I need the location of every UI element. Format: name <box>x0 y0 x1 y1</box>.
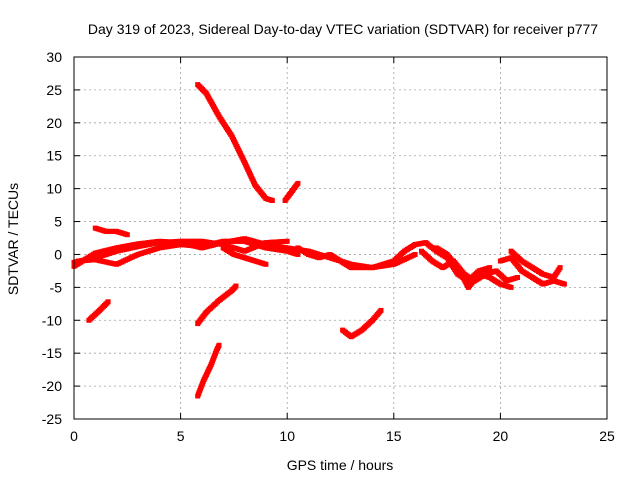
y-tick-label: -10 <box>42 312 62 328</box>
y-tick-label: 20 <box>46 115 62 131</box>
y-tick-label: 10 <box>46 181 62 197</box>
y-tick-label: 30 <box>46 49 62 65</box>
series-arc-9 <box>195 283 239 327</box>
data-point <box>124 232 130 238</box>
data-point <box>487 265 493 271</box>
series-arc-3 <box>75 238 301 267</box>
y-tick-label: 5 <box>54 214 62 230</box>
series-arc-10 <box>195 342 222 399</box>
series-arc-16 <box>497 255 567 287</box>
series-arc-17 <box>508 248 563 280</box>
series-arc-7 <box>282 180 301 203</box>
y-tick-label: -5 <box>50 279 63 295</box>
y-tick-label: -25 <box>42 411 62 427</box>
data-point <box>263 261 269 267</box>
data-point <box>508 284 514 290</box>
x-tick-label: 10 <box>279 428 295 444</box>
series-arc-15 <box>412 240 493 284</box>
chart-title: Day 319 of 2023, Sidereal Day-to-day VTE… <box>88 21 598 37</box>
grid <box>74 57 607 419</box>
y-tick-label: -15 <box>42 345 62 361</box>
series-group <box>71 82 567 399</box>
y-tick-label: 15 <box>46 148 62 164</box>
y-axis-label: SDTVAR / TECUs <box>5 183 21 295</box>
data-point <box>284 238 290 244</box>
y-tick-label: 25 <box>46 82 62 98</box>
x-tick-label: 5 <box>177 428 185 444</box>
x-tick-label: 20 <box>493 428 509 444</box>
series-arc-12 <box>295 242 418 271</box>
x-axis-label: GPS time / hours <box>287 457 394 473</box>
data-point <box>412 252 418 257</box>
data-point <box>295 180 301 186</box>
y-tick-label: -20 <box>42 378 62 394</box>
data-point <box>105 299 111 305</box>
series-arc-6 <box>195 82 275 203</box>
data-point <box>561 281 567 287</box>
data-point <box>557 265 563 271</box>
series-arc-4 <box>92 225 130 238</box>
data-point <box>216 342 222 348</box>
axis-ticks: 0 5 10 15 20 25 -25 -20 -15 -10 -5 0 5 10 15 20 25 30 <box>42 49 615 444</box>
series-arc-5 <box>220 245 269 267</box>
x-tick-label: 0 <box>70 428 78 444</box>
data-point <box>515 275 520 280</box>
data-point <box>378 307 384 313</box>
y-tick-label: 0 <box>54 246 62 262</box>
plot-frame <box>73 56 608 420</box>
series-arc-11 <box>340 307 384 340</box>
data-point <box>295 252 301 257</box>
series-arc-8 <box>86 299 111 323</box>
x-tick-label: 15 <box>386 428 402 444</box>
x-tick-label: 25 <box>599 428 615 444</box>
data-point <box>269 198 275 203</box>
data-point <box>233 283 239 289</box>
